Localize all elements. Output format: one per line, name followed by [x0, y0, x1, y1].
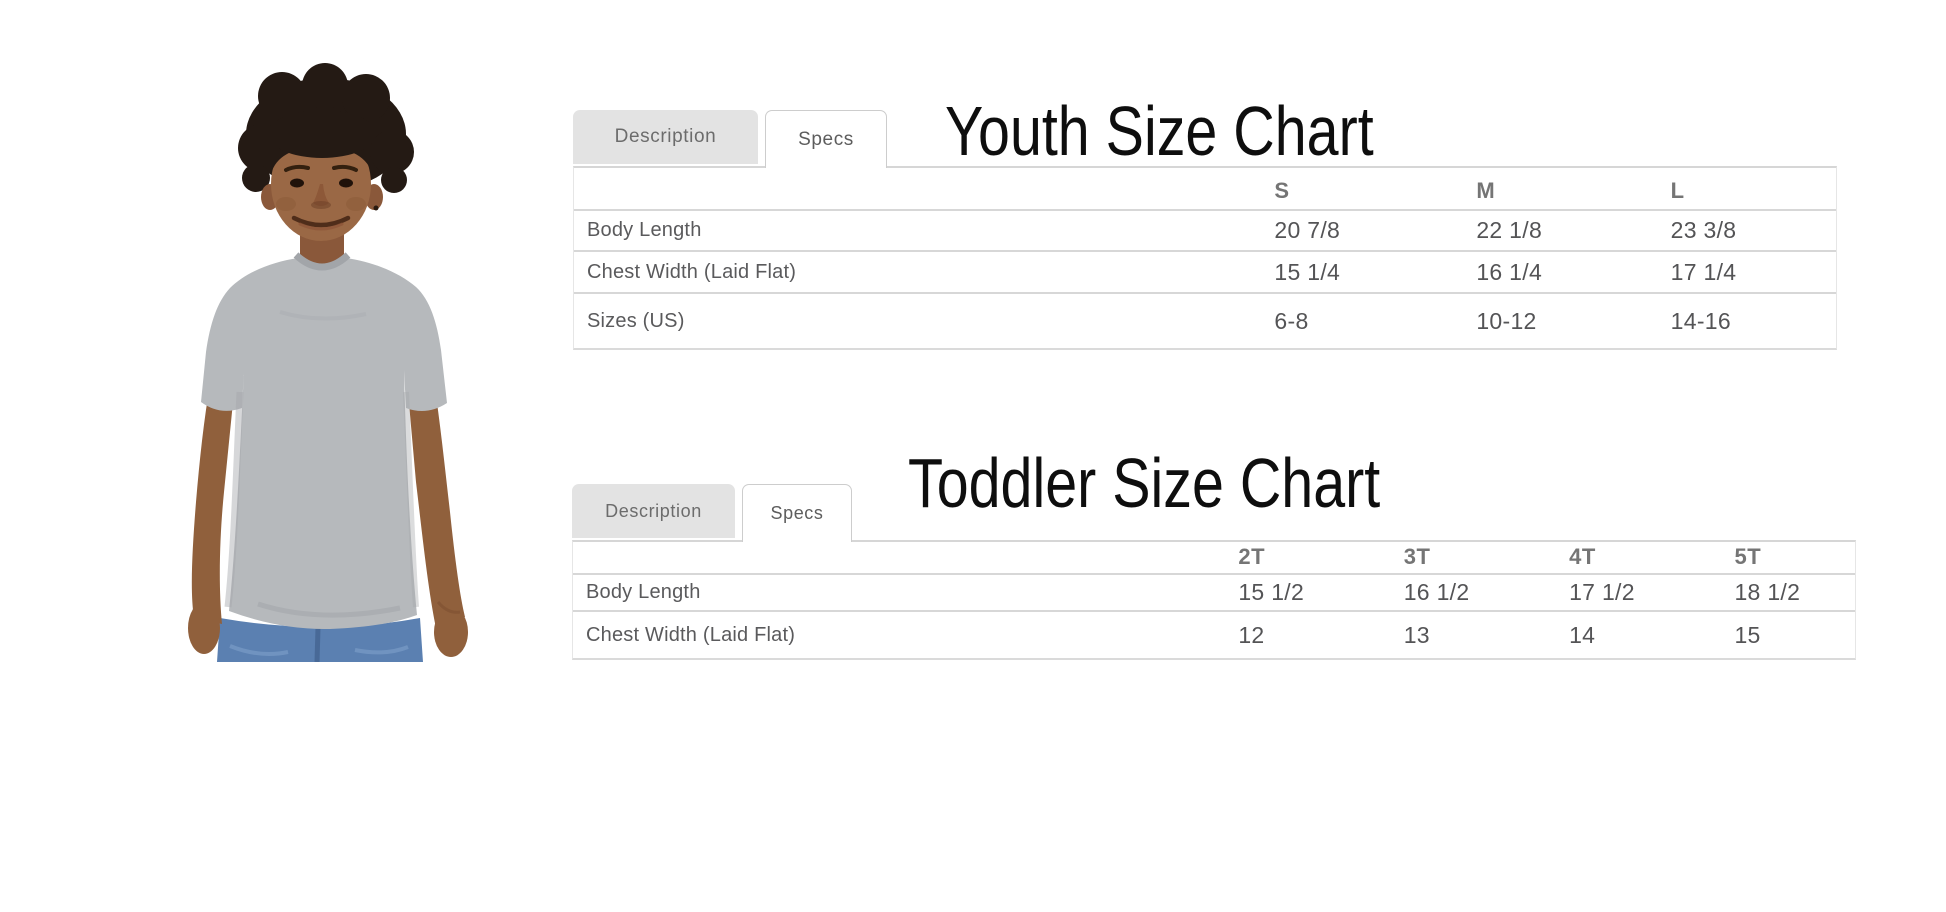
cell-value: 14-16	[1670, 307, 1731, 334]
product-photo	[170, 62, 500, 663]
toddler-size-section: Toddler Size Chart Description Specs 2T …	[572, 448, 1856, 660]
youth-column-header-l: L	[1670, 178, 1685, 203]
cell-value: 10-12	[1476, 307, 1537, 334]
toddler-column-header-3t: 3T	[1403, 544, 1431, 569]
cell-value: 17 1/2	[1569, 579, 1635, 605]
cell-value: 15 1/4	[1274, 258, 1341, 285]
toddler-specs-panel: 2T 3T 4T 5T Body Length 15 1/2 16 1/2 17…	[572, 540, 1856, 660]
row-label: Body Length	[587, 219, 702, 241]
cell-value: 13	[1403, 621, 1430, 648]
youth-column-header-m: M	[1476, 178, 1496, 203]
toddler-row-chest-width: Chest Width (Laid Flat) 12 13 14 15	[573, 612, 1855, 658]
toddler-tab-specs[interactable]: Specs	[742, 484, 852, 542]
youth-column-header-s: S	[1274, 178, 1290, 203]
head	[238, 63, 414, 241]
toddler-tab-bar: Description Specs	[572, 484, 1856, 542]
youth-row-chest-width: Chest Width (Laid Flat) 15 1/4 16 1/4 17…	[574, 252, 1836, 294]
youth-specs-panel: S M L Body Length 20 7/8 22 1/8 23 3/8 C…	[573, 166, 1837, 350]
row-label: Sizes (US)	[587, 309, 685, 332]
cell-value: 15	[1734, 621, 1761, 648]
toddler-column-header-4t: 4T	[1569, 544, 1596, 569]
toddler-column-header-2t: 2T	[1238, 544, 1266, 569]
toddler-chart-title: Toddler Size Chart	[908, 444, 1381, 522]
youth-tab-bar: Description Specs	[573, 110, 1837, 168]
youth-row-body-length: Body Length 20 7/8 22 1/8 23 3/8	[574, 211, 1836, 252]
youth-tab-description[interactable]: Description	[573, 110, 758, 164]
cell-value: 20 7/8	[1274, 217, 1341, 243]
cell-value: 6-8	[1274, 307, 1309, 334]
jeans	[217, 618, 423, 663]
youth-row-sizes-us: Sizes (US) 6-8 10-12 14-16	[574, 294, 1836, 348]
youth-size-section: Youth Size Chart Description Specs S M L…	[573, 96, 1837, 350]
row-label: Chest Width (Laid Flat)	[587, 260, 797, 283]
cell-value: 22 1/8	[1476, 217, 1543, 243]
cell-value: 17 1/4	[1670, 258, 1737, 285]
cell-value: 12	[1238, 621, 1265, 648]
toddler-row-body-length: Body Length 15 1/2 16 1/2 17 1/2 18 1/2	[573, 575, 1855, 612]
toddler-tab-description[interactable]: Description	[572, 484, 735, 538]
cell-value: 18 1/2	[1734, 579, 1801, 605]
cell-value: 15 1/2	[1238, 579, 1305, 605]
cell-value: 14	[1569, 621, 1596, 648]
toddler-column-header-5t: 5T	[1734, 544, 1762, 569]
youth-chart-title: Youth Size Chart	[945, 92, 1374, 170]
cell-value: 16 1/4	[1476, 258, 1543, 285]
row-label: Chest Width (Laid Flat)	[586, 623, 796, 646]
cell-value: 23 3/8	[1670, 217, 1737, 243]
toddler-table-header-row: 2T 3T 4T 5T	[573, 542, 1855, 575]
row-label: Body Length	[586, 581, 701, 603]
boy-model-illustration	[188, 63, 468, 663]
tshirt	[201, 252, 447, 630]
youth-table-header-row: S M L	[574, 168, 1836, 211]
cell-value: 16 1/2	[1403, 579, 1470, 605]
youth-tab-specs[interactable]: Specs	[765, 110, 887, 168]
